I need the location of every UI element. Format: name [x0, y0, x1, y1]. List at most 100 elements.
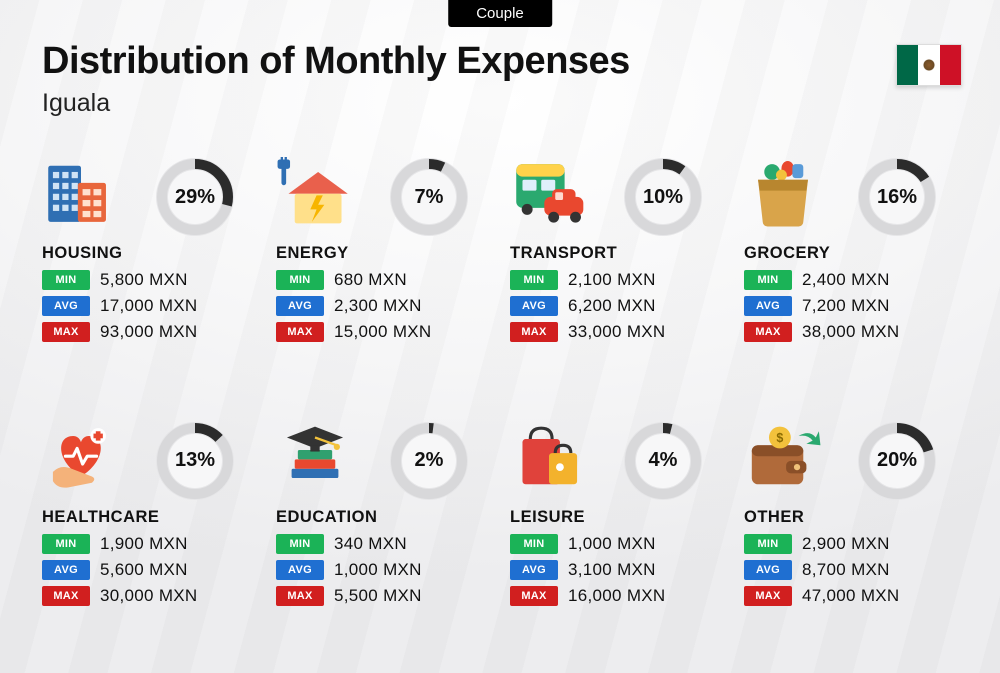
category-name: OTHER [744, 508, 804, 527]
max-pill: MAX [510, 322, 558, 342]
min-value: 680 MXN [334, 270, 407, 290]
stat-max: MAX 93,000 MXN [42, 322, 198, 342]
min-pill: MIN [510, 534, 558, 554]
max-pill: MAX [276, 322, 324, 342]
avg-value: 8,700 MXN [802, 560, 890, 580]
max-value: 47,000 MXN [802, 586, 900, 606]
min-value: 5,800 MXN [100, 270, 188, 290]
stat-min: MIN 680 MXN [276, 270, 432, 290]
avg-pill: AVG [276, 560, 324, 580]
category-card-other: $ 20% OTHER MIN 2,900 MXN AVG 8,700 MXN … [744, 418, 962, 656]
stats-block: MIN 2,100 MXN AVG 6,200 MXN MAX 33,000 M… [510, 270, 666, 342]
stat-min: MIN 1,900 MXN [42, 534, 198, 554]
avg-value: 1,000 MXN [334, 560, 422, 580]
pct-donut: 13% [154, 420, 236, 502]
stat-max: MAX 33,000 MXN [510, 322, 666, 342]
category-name: ENERGY [276, 244, 349, 263]
max-value: 30,000 MXN [100, 586, 198, 606]
avg-pill: AVG [42, 560, 90, 580]
pct-value: 13% [154, 420, 236, 502]
stat-max: MAX 47,000 MXN [744, 586, 900, 606]
pct-donut: 20% [856, 420, 938, 502]
min-value: 1,000 MXN [568, 534, 656, 554]
stat-avg: AVG 3,100 MXN [510, 560, 666, 580]
min-value: 1,900 MXN [100, 534, 188, 554]
transport-icon [510, 154, 598, 232]
stat-min: MIN 5,800 MXN [42, 270, 198, 290]
energy-icon [276, 154, 364, 232]
category-name: GROCERY [744, 244, 830, 263]
stat-min: MIN 2,900 MXN [744, 534, 900, 554]
stats-block: MIN 680 MXN AVG 2,300 MXN MAX 15,000 MXN [276, 270, 432, 342]
pct-value: 10% [622, 156, 704, 238]
stat-avg: AVG 1,000 MXN [276, 560, 422, 580]
avg-pill: AVG [510, 296, 558, 316]
avg-value: 3,100 MXN [568, 560, 656, 580]
category-card-grocery: 16% GROCERY MIN 2,400 MXN AVG 7,200 MXN … [744, 154, 962, 392]
category-name: LEISURE [510, 508, 585, 527]
max-value: 38,000 MXN [802, 322, 900, 342]
avg-pill: AVG [744, 560, 792, 580]
pct-value: 2% [388, 420, 470, 502]
category-name: HOUSING [42, 244, 123, 263]
leisure-icon [510, 418, 598, 496]
country-flag [896, 44, 962, 86]
stat-max: MAX 15,000 MXN [276, 322, 432, 342]
avg-value: 2,300 MXN [334, 296, 422, 316]
pct-donut: 7% [388, 156, 470, 238]
category-name: HEALTHCARE [42, 508, 159, 527]
max-pill: MAX [744, 322, 792, 342]
stats-block: MIN 2,400 MXN AVG 7,200 MXN MAX 38,000 M… [744, 270, 900, 342]
min-pill: MIN [744, 270, 792, 290]
stat-min: MIN 1,000 MXN [510, 534, 666, 554]
category-card-energy: 7% ENERGY MIN 680 MXN AVG 2,300 MXN MAX … [276, 154, 494, 392]
avg-pill: AVG [510, 560, 558, 580]
max-pill: MAX [42, 322, 90, 342]
stat-avg: AVG 8,700 MXN [744, 560, 900, 580]
stats-block: MIN 5,800 MXN AVG 17,000 MXN MAX 93,000 … [42, 270, 198, 342]
healthcare-icon [42, 418, 130, 496]
max-value: 15,000 MXN [334, 322, 432, 342]
avg-pill: AVG [42, 296, 90, 316]
category-card-housing: 29% HOUSING MIN 5,800 MXN AVG 17,000 MXN… [42, 154, 260, 392]
pct-donut: 2% [388, 420, 470, 502]
stat-max: MAX 30,000 MXN [42, 586, 198, 606]
stat-min: MIN 2,400 MXN [744, 270, 900, 290]
avg-pill: AVG [744, 296, 792, 316]
stat-max: MAX 5,500 MXN [276, 586, 422, 606]
stat-avg: AVG 6,200 MXN [510, 296, 666, 316]
max-value: 5,500 MXN [334, 586, 422, 606]
pct-donut: 16% [856, 156, 938, 238]
min-value: 2,400 MXN [802, 270, 890, 290]
stat-min: MIN 340 MXN [276, 534, 422, 554]
stats-block: MIN 1,000 MXN AVG 3,100 MXN MAX 16,000 M… [510, 534, 666, 606]
avg-value: 6,200 MXN [568, 296, 656, 316]
max-pill: MAX [744, 586, 792, 606]
stats-block: MIN 2,900 MXN AVG 8,700 MXN MAX 47,000 M… [744, 534, 900, 606]
min-value: 2,900 MXN [802, 534, 890, 554]
max-value: 93,000 MXN [100, 322, 198, 342]
pct-value: 20% [856, 420, 938, 502]
avg-value: 5,600 MXN [100, 560, 188, 580]
max-value: 16,000 MXN [568, 586, 666, 606]
category-name: EDUCATION [276, 508, 377, 527]
city-name: Iguala [42, 89, 958, 118]
stat-max: MAX 16,000 MXN [510, 586, 666, 606]
min-value: 340 MXN [334, 534, 407, 554]
min-pill: MIN [42, 534, 90, 554]
category-card-healthcare: 13% HEALTHCARE MIN 1,900 MXN AVG 5,600 M… [42, 418, 260, 656]
other-icon: $ [744, 418, 832, 496]
stat-avg: AVG 17,000 MXN [42, 296, 198, 316]
min-pill: MIN [510, 270, 558, 290]
pct-donut: 29% [154, 156, 236, 238]
category-grid: 29% HOUSING MIN 5,800 MXN AVG 17,000 MXN… [42, 154, 962, 655]
education-icon [276, 418, 364, 496]
max-pill: MAX [42, 586, 90, 606]
category-card-leisure: 4% LEISURE MIN 1,000 MXN AVG 3,100 MXN M… [510, 418, 728, 656]
page-title: Distribution of Monthly Expenses [42, 40, 958, 83]
header: Distribution of Monthly Expenses Iguala [42, 40, 958, 118]
min-pill: MIN [42, 270, 90, 290]
stats-block: MIN 340 MXN AVG 1,000 MXN MAX 5,500 MXN [276, 534, 422, 606]
stat-min: MIN 2,100 MXN [510, 270, 666, 290]
pct-value: 4% [622, 420, 704, 502]
